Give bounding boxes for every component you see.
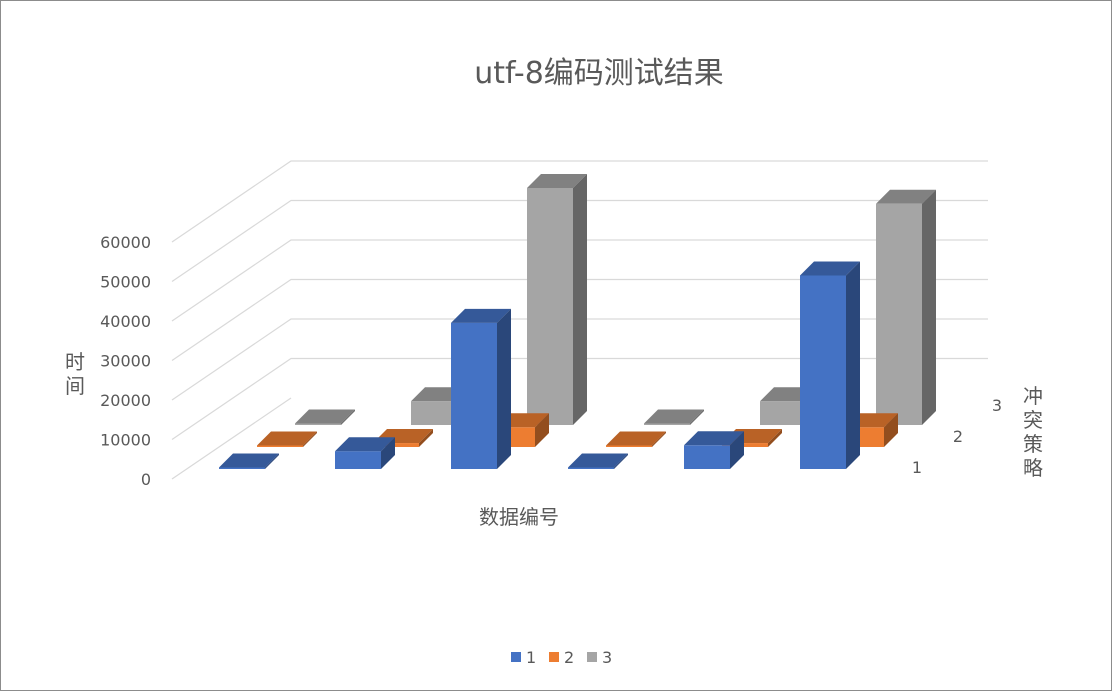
legend-label: 1 [526, 648, 536, 667]
depth-tick-label: 1 [912, 458, 922, 477]
bars [219, 174, 936, 469]
bar-side [730, 431, 744, 469]
bar-top [219, 453, 279, 468]
bar [644, 409, 704, 425]
bar-side [419, 429, 433, 447]
legend-swatch [549, 652, 559, 662]
bar-front [411, 401, 457, 425]
bar-front [219, 467, 265, 469]
bar-top [644, 409, 704, 424]
y-axis-ticks: 0 10000 20000 30000 40000 50000 60000 [100, 233, 151, 489]
bar-top [568, 453, 628, 468]
legend-swatch [511, 652, 521, 662]
bar [295, 409, 355, 425]
bar-top [335, 437, 395, 452]
y-tick-label: 30000 [100, 352, 151, 371]
bar-top [684, 431, 744, 446]
legend-swatch [587, 652, 597, 662]
bar-front [335, 451, 381, 469]
depth-tick-label: 2 [953, 427, 963, 446]
bar-front [295, 423, 341, 425]
bar-side [535, 413, 549, 447]
floor-edge [171, 397, 292, 480]
depth-axis-title: 冲突策略 [1023, 384, 1043, 480]
bar-top [527, 174, 587, 188]
bar-front [722, 443, 768, 447]
bar-top [800, 261, 860, 276]
bar-top [451, 308, 511, 323]
bar-front [527, 188, 573, 425]
bar [257, 431, 317, 447]
legend-label: 3 [602, 648, 612, 667]
bar-front [644, 423, 690, 425]
gridline [171, 199, 988, 282]
bar-top [257, 431, 317, 446]
bar [800, 261, 860, 469]
bar-side [846, 261, 860, 469]
bar-top [876, 189, 936, 204]
bar-front [568, 467, 614, 469]
legend: 1 2 3 [511, 648, 612, 667]
depth-axis-ticks: 1 2 3 [912, 396, 1002, 477]
gridlines [171, 160, 988, 480]
bar-front [760, 401, 806, 425]
legend-label: 2 [564, 648, 574, 667]
bar [684, 431, 744, 469]
bar-side [265, 453, 279, 469]
bar-front [876, 203, 922, 425]
bar-front [800, 275, 846, 469]
bar-side [652, 431, 666, 447]
bar [606, 431, 666, 447]
bar-side [614, 453, 628, 469]
bar [335, 437, 395, 469]
y-tick-label: 20000 [100, 391, 151, 410]
bar-side [922, 189, 936, 425]
y-tick-label: 40000 [100, 312, 151, 331]
bar-side [884, 413, 898, 447]
gridline [171, 357, 988, 440]
bar-front [606, 445, 652, 447]
gridline [171, 239, 988, 322]
bar-side [303, 431, 317, 447]
bar [527, 174, 587, 425]
bar [451, 308, 511, 469]
bar-front [373, 443, 419, 447]
gridline [171, 318, 988, 401]
bar [876, 189, 936, 425]
bar-side [573, 174, 587, 425]
bar-front [451, 322, 497, 469]
bar-side [381, 437, 395, 469]
y-axis-title: 时间 [65, 350, 85, 398]
chart-title: utf-8编码测试结果 [474, 56, 724, 91]
depth-tick-label: 3 [992, 396, 1002, 415]
bar-side [690, 409, 704, 425]
bar-top [295, 409, 355, 424]
x-axis-title: 数据编号 [479, 505, 559, 529]
bar-top [606, 431, 666, 446]
gridline [171, 160, 988, 243]
bar-front [684, 445, 730, 469]
bar-side [497, 308, 511, 469]
y-tick-label: 50000 [100, 273, 151, 292]
bar [219, 453, 279, 469]
gridline [171, 278, 988, 361]
bar-front [257, 445, 303, 447]
y-tick-label: 10000 [100, 431, 151, 450]
bar-side [768, 429, 782, 447]
bar [568, 453, 628, 469]
y-tick-label: 60000 [100, 233, 151, 252]
bar-side [341, 409, 355, 425]
y-tick-label: 0 [141, 470, 151, 489]
